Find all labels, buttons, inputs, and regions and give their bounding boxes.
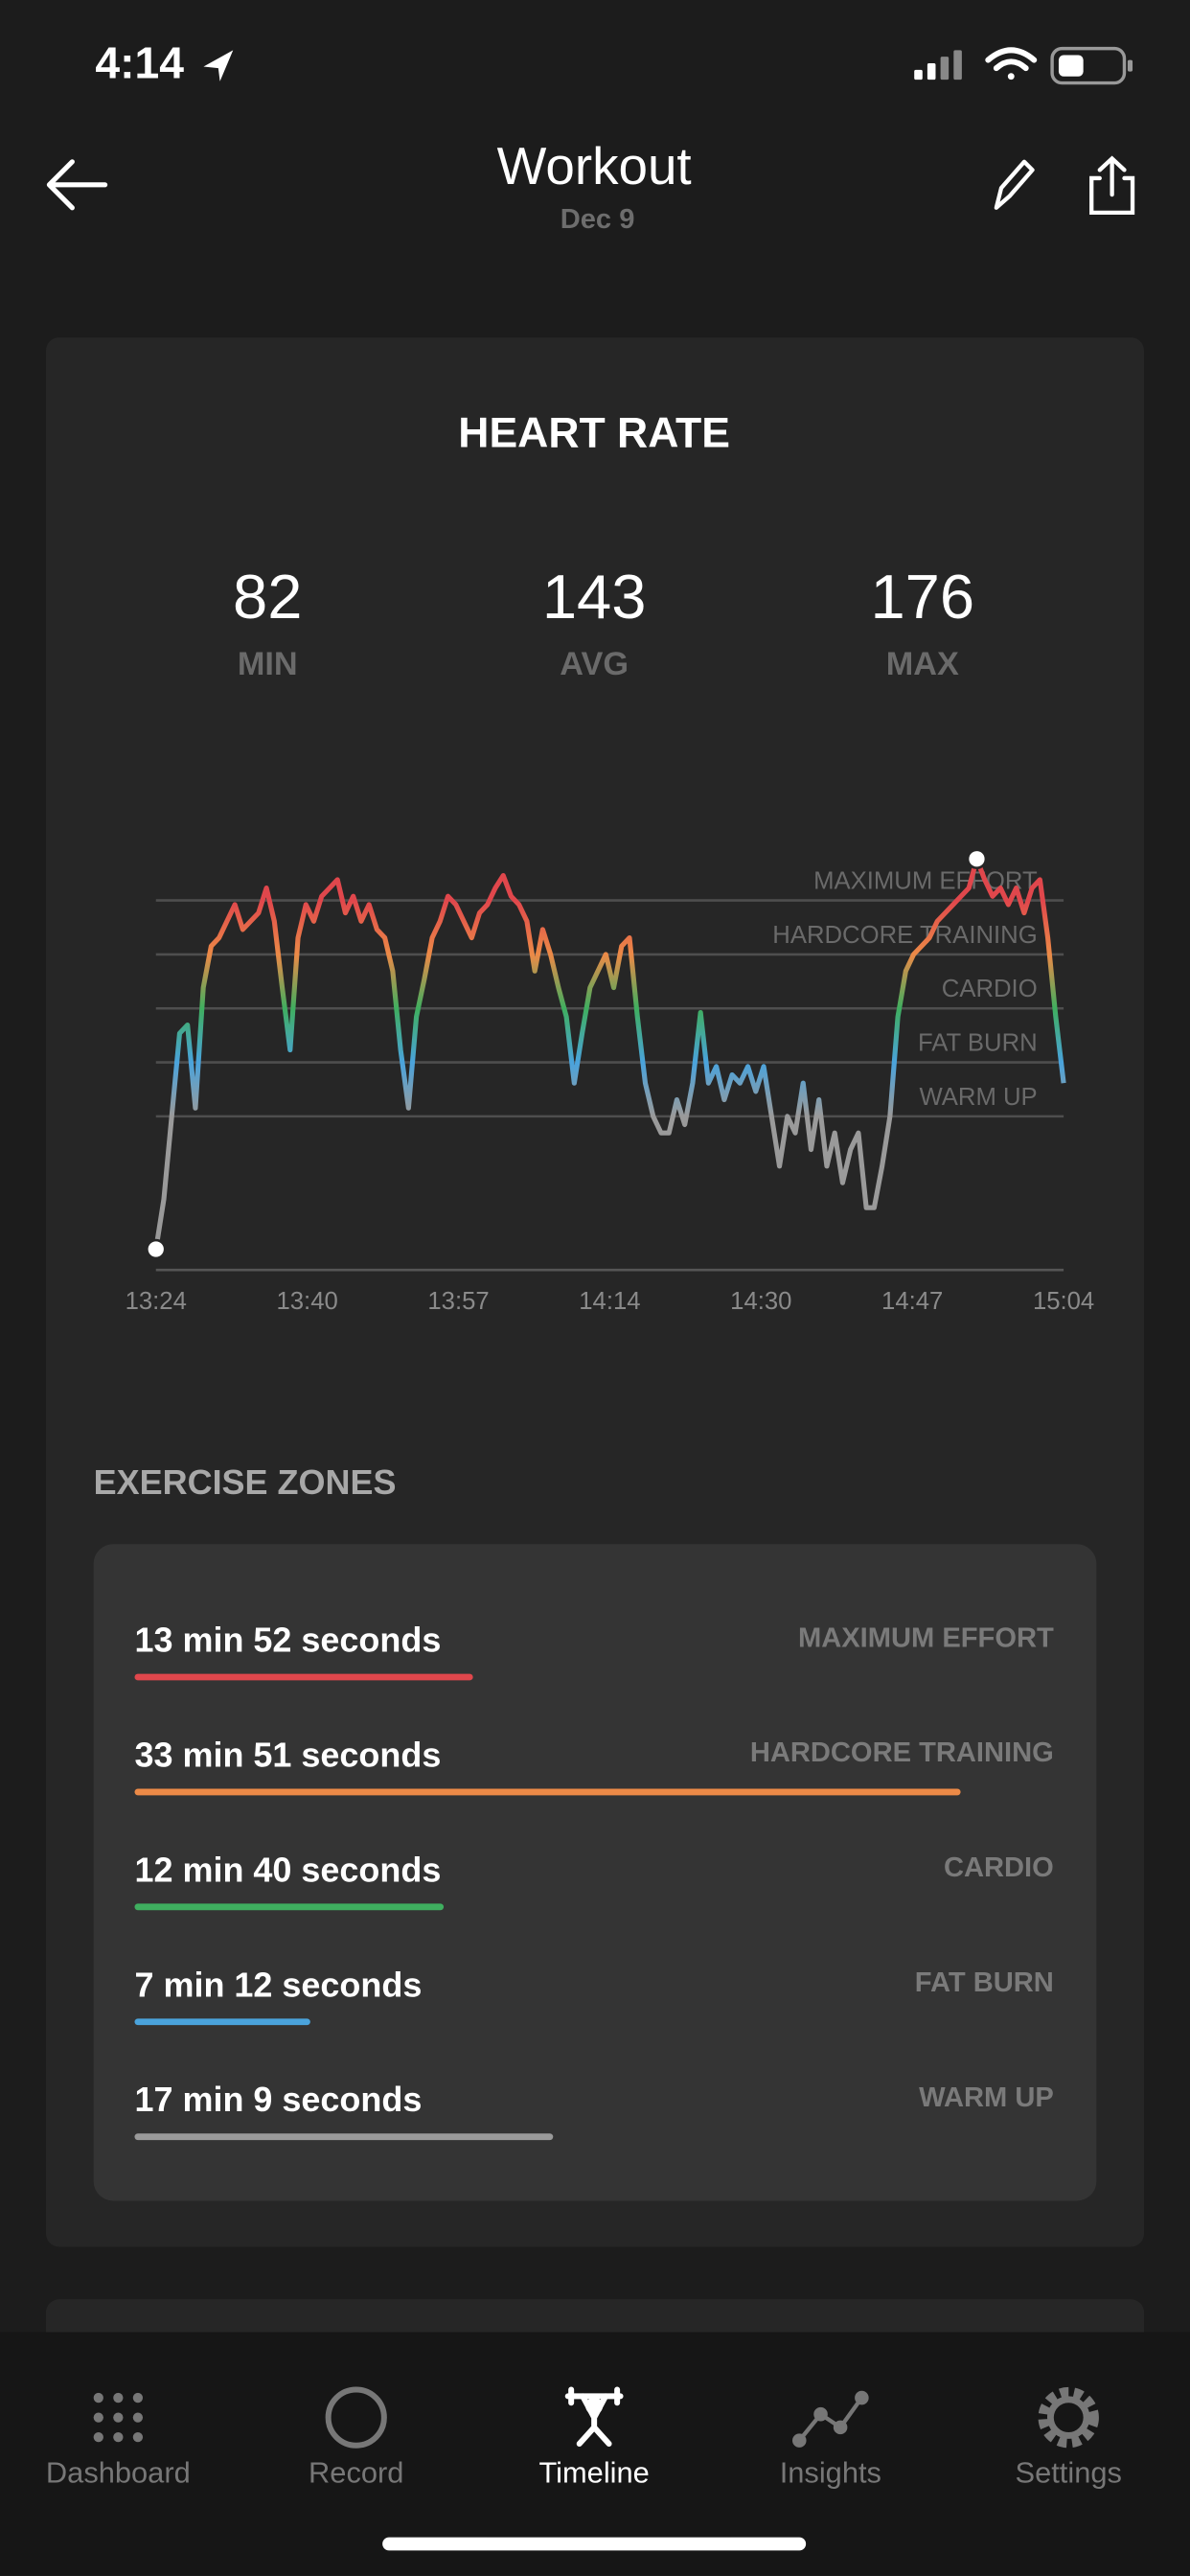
header-title: Workout	[497, 136, 692, 196]
back-button[interactable]	[46, 159, 108, 211]
x-tick-label: 14:47	[881, 1288, 943, 1315]
stat-value: 82	[233, 562, 302, 632]
record-icon	[325, 2386, 387, 2449]
extreme-dot	[146, 1238, 167, 1260]
zone-bar	[134, 2018, 310, 2026]
zone-label: CARDIO	[942, 976, 1038, 1002]
stat-label: AVG	[560, 646, 629, 682]
x-tick-label: 13:40	[276, 1288, 337, 1315]
zone-label: FAT BURN	[918, 1029, 1038, 1056]
zone-duration: 13 min 52 seconds	[134, 1621, 441, 1660]
signal-icon	[914, 50, 962, 80]
share-button[interactable]	[1089, 155, 1135, 216]
zone-duration: 33 min 51 seconds	[134, 1735, 441, 1774]
tab-label[interactable]: Dashboard	[46, 2456, 191, 2490]
zone-bar	[134, 1673, 473, 1681]
x-tick-label: 14:30	[730, 1288, 791, 1315]
wifi-icon	[985, 47, 1038, 80]
extreme-dot	[966, 848, 988, 869]
status-time: 4:14	[95, 38, 184, 88]
zone-name: MAXIMUM EFFORT	[798, 1622, 1054, 1653]
timeline-icon	[564, 2386, 624, 2448]
tab-bar	[0, 2332, 1190, 2576]
edit-button[interactable]	[994, 159, 1035, 210]
card-title: HEART RATE	[458, 410, 730, 457]
settings-icon	[1038, 2386, 1099, 2449]
tab-label[interactable]: Settings	[1016, 2456, 1122, 2490]
zone-label: WARM UP	[919, 1084, 1037, 1111]
x-tick-label: 15:04	[1033, 1288, 1094, 1315]
dashboard-icon	[93, 2392, 144, 2443]
insights-icon	[792, 2390, 869, 2448]
x-tick-label: 14:14	[579, 1288, 640, 1315]
stat-label: MAX	[886, 646, 959, 682]
section-title: EXERCISE ZONES	[94, 1462, 397, 1502]
heart-rate-line	[153, 856, 1066, 1250]
tab-label[interactable]: Insights	[780, 2456, 881, 2490]
zone-duration: 7 min 12 seconds	[134, 1965, 422, 2004]
home-indicator	[382, 2537, 807, 2551]
tab-label[interactable]: Record	[309, 2456, 403, 2490]
x-tick-label: 13:57	[427, 1288, 489, 1315]
header-subtitle: Dec 9	[561, 204, 635, 235]
zone-label: HARDCORE TRAINING	[772, 922, 1037, 949]
x-tick-label: 13:24	[126, 1288, 187, 1315]
zone-name: WARM UP	[919, 2082, 1054, 2113]
zone-bar	[134, 1788, 961, 1796]
stat-value: 176	[870, 562, 974, 632]
zone-duration: 17 min 9 seconds	[134, 2080, 422, 2119]
zone-name: CARDIO	[944, 1852, 1054, 1883]
battery-icon	[1050, 46, 1133, 85]
zones-panel	[93, 1544, 1097, 2201]
tab-label[interactable]: Timeline	[538, 2456, 649, 2490]
zone-name: HARDCORE TRAINING	[750, 1737, 1054, 1768]
zone-bar	[134, 2133, 554, 2141]
zone-duration: 12 min 40 seconds	[134, 1850, 441, 1889]
zone-name: FAT BURN	[915, 1967, 1054, 1998]
stat-label: MIN	[238, 646, 298, 682]
location-icon	[203, 50, 234, 81]
zone-bar	[134, 1903, 445, 1911]
stat-value: 143	[542, 562, 647, 632]
